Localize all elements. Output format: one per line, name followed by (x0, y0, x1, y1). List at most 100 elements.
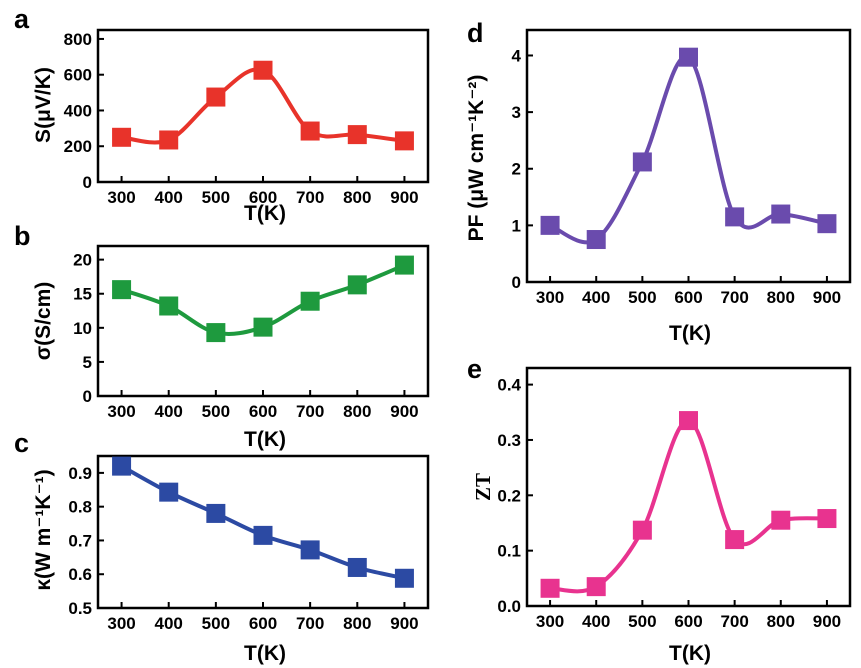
data-point (817, 509, 837, 529)
y-tick-label: 0.8 (68, 498, 92, 517)
panel-b: b 300 400 500 600 700 800 900 0 5 10 15 20 T(K) σ(S/cm… (14, 221, 430, 451)
y-tick-label: 800 (64, 30, 92, 49)
data-point (253, 525, 273, 545)
data-point (159, 482, 179, 502)
y-tick-label: 0.3 (497, 431, 521, 450)
y-tick-label: 5 (83, 353, 92, 372)
x-tick-label: 600 (674, 288, 702, 307)
x-tick-label: 900 (390, 402, 418, 421)
data-point (632, 152, 652, 172)
x-tick-label: 900 (813, 612, 841, 631)
x-tick-label: 800 (343, 402, 371, 421)
data-point (253, 317, 273, 337)
x-tick-label: 400 (582, 288, 610, 307)
y-tick-label: 3 (512, 103, 521, 122)
x-axis-label: T(K) (669, 642, 711, 665)
data-point (206, 87, 226, 107)
panel-a: a 300 400 500 600 700 800 900 0 200 400 600 800 T(K) S… (14, 4, 430, 225)
x-tick-label: 500 (202, 402, 230, 421)
data-point (206, 503, 226, 523)
x-tick-label: 500 (202, 188, 230, 207)
y-tick-label: 0.2 (497, 486, 521, 505)
series-line (549, 418, 827, 594)
x-tick-label: 900 (813, 288, 841, 307)
y-tick-label: 200 (64, 137, 92, 156)
data-point (394, 568, 414, 588)
y-tick-label: 0.0 (497, 597, 521, 616)
data-point (586, 577, 606, 597)
x-axis-label: T(K) (244, 428, 286, 451)
y-tick-label: 0.9 (68, 464, 92, 483)
y-tick-label: 600 (64, 66, 92, 85)
y-tick-label: 0.6 (68, 565, 92, 584)
y-axis-label: σ(S/cm) (32, 282, 55, 361)
data-point (586, 230, 606, 250)
x-tick-label: 400 (582, 612, 610, 631)
x-tick-label: 500 (202, 614, 230, 633)
x-axis-label: T(K) (244, 202, 286, 225)
data-point (394, 131, 414, 151)
x-tick-label: 600 (674, 612, 702, 631)
x-tick-label: 900 (390, 188, 418, 207)
x-tick-label: 500 (628, 612, 656, 631)
x-tick-label: 600 (249, 402, 277, 421)
panel-d: d 300 400 500 600 700 800 900 0 1 2 3 4 T(K) PF (μW cm… (465, 18, 852, 345)
y-tick-label: 2 (512, 160, 521, 179)
data-point (206, 323, 226, 343)
y-tick-label: 0 (83, 387, 92, 406)
data-point (725, 530, 745, 550)
panel-c: c 300 400 500 600 700 800 900 0.5 0.6 0.7 0.8 0.9 T(K… (14, 428, 430, 665)
y-tick-label: 400 (64, 101, 92, 120)
data-point (725, 207, 745, 227)
panel-label-e: e (467, 354, 482, 384)
y-tick-label: 1 (512, 216, 521, 235)
y-axis-label: S(μV/K) (32, 67, 55, 143)
x-tick-label: 800 (343, 614, 371, 633)
y-axis-label: ZT (471, 473, 495, 501)
data-point (632, 520, 652, 540)
x-tick-label: 400 (155, 188, 183, 207)
y-tick-label: 0.7 (68, 531, 92, 550)
plot-frame (525, 366, 852, 608)
y-axis-label: PF (μW cm⁻¹K⁻²) (465, 75, 488, 242)
panel-label-d: d (467, 18, 484, 48)
data-point (300, 540, 320, 560)
x-tick-label: 800 (767, 612, 795, 631)
data-point (253, 60, 273, 80)
x-tick-label: 600 (249, 188, 277, 207)
data-point (347, 557, 367, 577)
x-tick-label: 500 (628, 288, 656, 307)
y-tick-label: 0.4 (497, 376, 521, 395)
data-point (817, 214, 837, 234)
x-axis-label: T(K) (669, 322, 711, 345)
data-point (347, 275, 367, 295)
x-tick-label: 700 (720, 288, 748, 307)
y-tick-label: 10 (73, 319, 92, 338)
data-point (771, 204, 791, 224)
plot-frame (525, 28, 852, 284)
panel-label-b: b (14, 221, 31, 251)
x-tick-label: 300 (107, 614, 135, 633)
x-tick-label: 600 (249, 614, 277, 633)
data-point (112, 280, 132, 300)
plot-frame (96, 28, 430, 184)
data-point (112, 127, 132, 147)
x-tick-label: 700 (296, 402, 324, 421)
y-tick-label: 4 (512, 46, 522, 65)
y-tick-label: 20 (73, 251, 92, 270)
x-tick-label: 300 (107, 402, 135, 421)
y-tick-label: 15 (73, 285, 92, 304)
x-tick-label: 900 (390, 614, 418, 633)
data-point (300, 121, 320, 141)
x-tick-label: 800 (343, 188, 371, 207)
x-tick-label: 300 (107, 188, 135, 207)
x-axis-label: T(K) (244, 642, 286, 665)
data-point (394, 255, 414, 275)
x-tick-label: 800 (767, 288, 795, 307)
y-tick-label: 0 (83, 173, 92, 192)
x-tick-label: 400 (155, 614, 183, 633)
data-point (540, 578, 560, 598)
panel-label-c: c (14, 428, 29, 458)
data-point (771, 510, 791, 530)
